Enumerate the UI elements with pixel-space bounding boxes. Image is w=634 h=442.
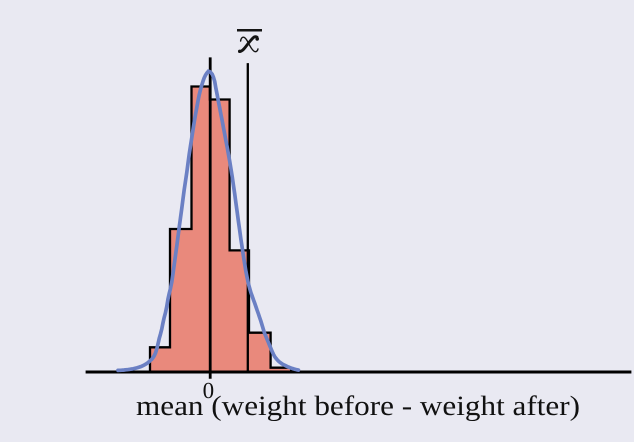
- svg-text:mean (weight before - weight a: mean (weight before - weight after): [136, 391, 580, 422]
- svg-text:0: 0: [203, 378, 215, 403]
